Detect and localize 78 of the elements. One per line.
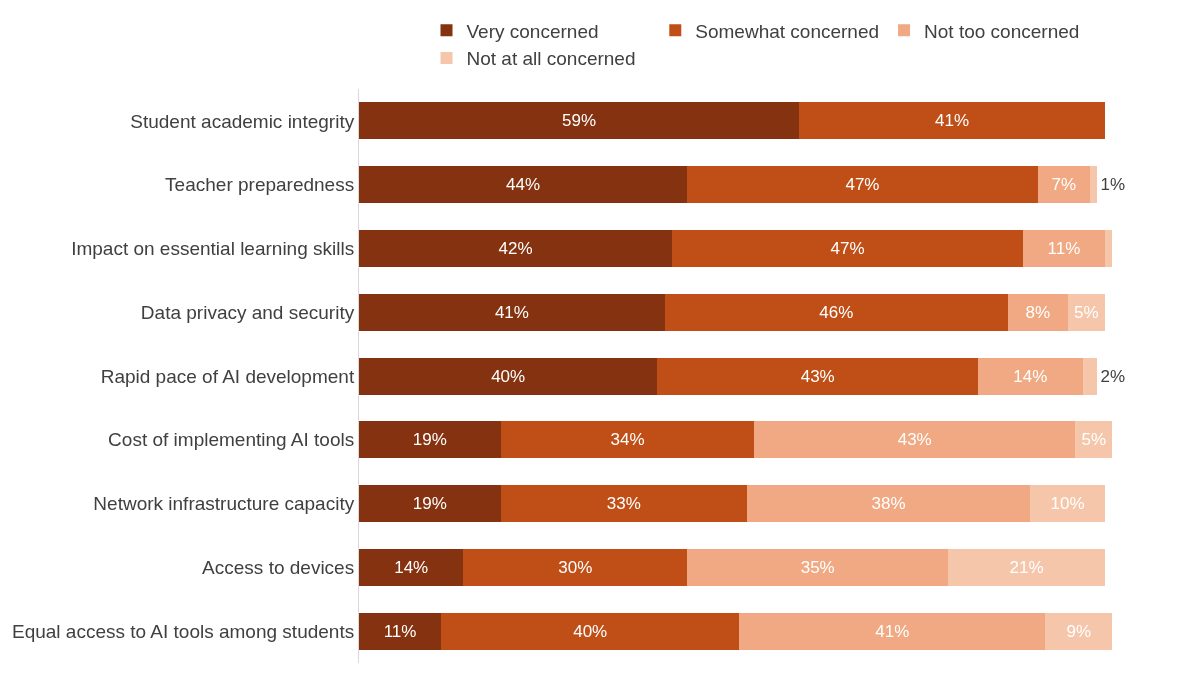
- bar: [500, 421, 755, 459]
- bar: [1082, 357, 1098, 395]
- bar: [657, 357, 979, 395]
- data-label: 10%: [1050, 494, 1085, 514]
- data-label: 47%: [845, 175, 880, 195]
- bar: [359, 102, 800, 140]
- bar: [1089, 166, 1098, 204]
- data-label: 40%: [573, 621, 608, 641]
- y-tick-label: Cost of implementing AI tools: [108, 429, 355, 451]
- data-label: 19%: [412, 430, 447, 450]
- data-label: 21%: [1009, 557, 1044, 577]
- bar: [739, 612, 1046, 650]
- data-label: 43%: [800, 366, 835, 386]
- legend-label: Very concerned: [466, 20, 599, 42]
- data-label: 5%: [1073, 302, 1099, 322]
- data-label: 47%: [830, 238, 865, 258]
- bar: [1030, 485, 1105, 523]
- bar: [359, 229, 673, 267]
- data-label: 19%: [412, 494, 447, 514]
- bar: [359, 612, 442, 650]
- bar: [687, 166, 1038, 204]
- bar: [672, 229, 1023, 267]
- data-label: 44%: [506, 175, 541, 195]
- bar: [441, 612, 740, 650]
- data-label: 11%: [1047, 238, 1081, 258]
- bar: [500, 485, 747, 523]
- legend-label: Not at all concerned: [466, 48, 636, 70]
- y-tick-label: Network infrastructure capacity: [93, 493, 355, 515]
- bar: [359, 485, 501, 523]
- legend-label: Somewhat concerned: [695, 20, 880, 42]
- data-label: 41%: [875, 621, 910, 641]
- bar: [1022, 229, 1105, 267]
- data-label: 34%: [610, 430, 645, 450]
- legend-label: Not too concerned: [924, 20, 1080, 42]
- bar: [687, 548, 949, 586]
- y-tick-label: Impact on essential learning skills: [71, 238, 355, 260]
- data-label: 7%: [1051, 175, 1077, 195]
- data-label: 14%: [1013, 366, 1048, 386]
- bar: [799, 102, 1105, 140]
- bar: [463, 548, 688, 586]
- bar: [1037, 166, 1090, 204]
- data-label: 8%: [1025, 302, 1051, 322]
- data-label: 35%: [800, 557, 835, 577]
- data-label: 41%: [934, 111, 969, 131]
- y-tick-label: Student academic integrity: [130, 110, 355, 132]
- data-label: 14%: [394, 557, 429, 577]
- bar: [359, 548, 464, 586]
- data-label: 11%: [383, 621, 417, 641]
- y-tick-label: Data privacy and security: [140, 301, 355, 323]
- bar: [978, 357, 1083, 395]
- bar: [1007, 293, 1068, 331]
- bar: [664, 293, 1008, 331]
- bar: [359, 357, 658, 395]
- bar: [754, 421, 1076, 459]
- data-label: 2%: [1100, 366, 1126, 386]
- data-label: 9%: [1066, 621, 1092, 641]
- y-tick-label: Teacher preparedness: [165, 174, 355, 196]
- bar: [1045, 612, 1113, 650]
- data-label: 41%: [494, 302, 529, 322]
- y-tick-label: Equal access to AI tools among students: [11, 620, 355, 642]
- bar: [746, 485, 1031, 523]
- bar: [1104, 229, 1113, 267]
- bar: [948, 548, 1105, 586]
- data-label: 43%: [897, 430, 932, 450]
- bar: [359, 421, 501, 459]
- y-tick-label: Rapid pace of AI development: [100, 365, 355, 387]
- data-label: 38%: [871, 494, 906, 514]
- bar: [359, 293, 665, 331]
- data-label: 46%: [819, 302, 854, 322]
- data-label: 5%: [1081, 430, 1106, 450]
- data-label: 42%: [498, 238, 533, 258]
- bar: [359, 166, 688, 204]
- y-tick-label: Access to devices: [202, 556, 355, 578]
- data-label: 59%: [562, 111, 597, 131]
- data-label: 1%: [1100, 175, 1126, 195]
- data-label: 40%: [491, 366, 526, 386]
- data-label: 30%: [558, 557, 593, 577]
- data-label: 33%: [606, 494, 641, 514]
